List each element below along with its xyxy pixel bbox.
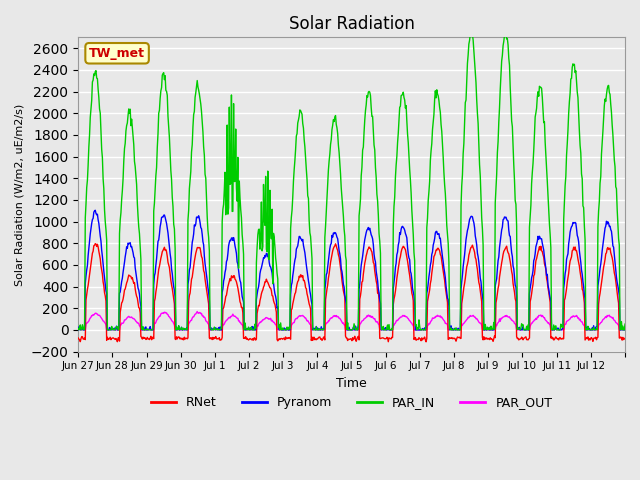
PAR_IN [468,26,476,32]
Pyranom [240,299,248,305]
RNet [409,293,417,299]
Line: PAR_IN: PAR_IN [78,29,625,330]
PAR_OUT [76,327,84,333]
Legend: RNet, Pyranom, PAR_IN, PAR_OUT: RNet, Pyranom, PAR_IN, PAR_OUT [146,391,557,414]
PAR_OUT [410,322,417,328]
PAR_OUT [193,309,201,314]
PAR_IN [240,252,248,257]
PAR_IN [139,324,147,330]
Pyranom [287,282,295,288]
RNet [422,339,430,345]
PAR_IN [621,321,629,327]
Pyranom [139,326,147,332]
Y-axis label: Solar Radiation (W/m2, uE/m2/s): Solar Radiation (W/m2, uE/m2/s) [15,103,25,286]
PAR_IN [409,220,417,226]
PAR_OUT [268,318,275,324]
PAR_IN [75,327,83,333]
RNet [267,285,275,291]
Text: TW_met: TW_met [89,47,145,60]
RNet [74,335,82,341]
Line: Pyranom: Pyranom [78,210,625,330]
PAR_OUT [241,326,248,332]
Title: Solar Radiation: Solar Radiation [289,15,415,33]
Pyranom [267,264,275,270]
Pyranom [621,327,629,333]
Pyranom [439,259,447,264]
PAR_OUT [621,326,629,332]
PAR_IN [74,325,82,331]
PAR_IN [439,155,447,160]
Pyranom [74,327,82,333]
Line: RNet: RNet [78,244,625,342]
RNet [139,334,147,340]
X-axis label: Time: Time [336,377,367,390]
PAR_OUT [440,318,448,324]
RNet [92,241,99,247]
RNet [240,336,248,341]
Pyranom [92,207,99,213]
RNet [287,307,295,313]
RNet [440,273,448,278]
PAR_OUT [288,322,296,327]
PAR_OUT [139,327,147,333]
PAR_OUT [74,326,82,332]
PAR_IN [267,223,275,229]
Pyranom [409,286,417,291]
RNet [621,336,629,341]
PAR_IN [287,215,295,220]
Line: PAR_OUT: PAR_OUT [78,312,625,330]
